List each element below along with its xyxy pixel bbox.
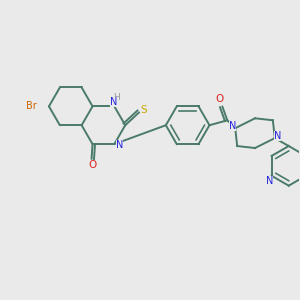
Text: N: N xyxy=(116,140,123,150)
Text: N: N xyxy=(110,98,117,107)
Text: O: O xyxy=(88,160,97,170)
Text: N: N xyxy=(229,121,236,131)
Text: H: H xyxy=(113,93,120,102)
Text: Br: Br xyxy=(26,101,37,111)
Text: S: S xyxy=(141,105,147,116)
Text: O: O xyxy=(215,94,224,104)
Text: N: N xyxy=(266,176,273,186)
Text: N: N xyxy=(274,131,281,141)
